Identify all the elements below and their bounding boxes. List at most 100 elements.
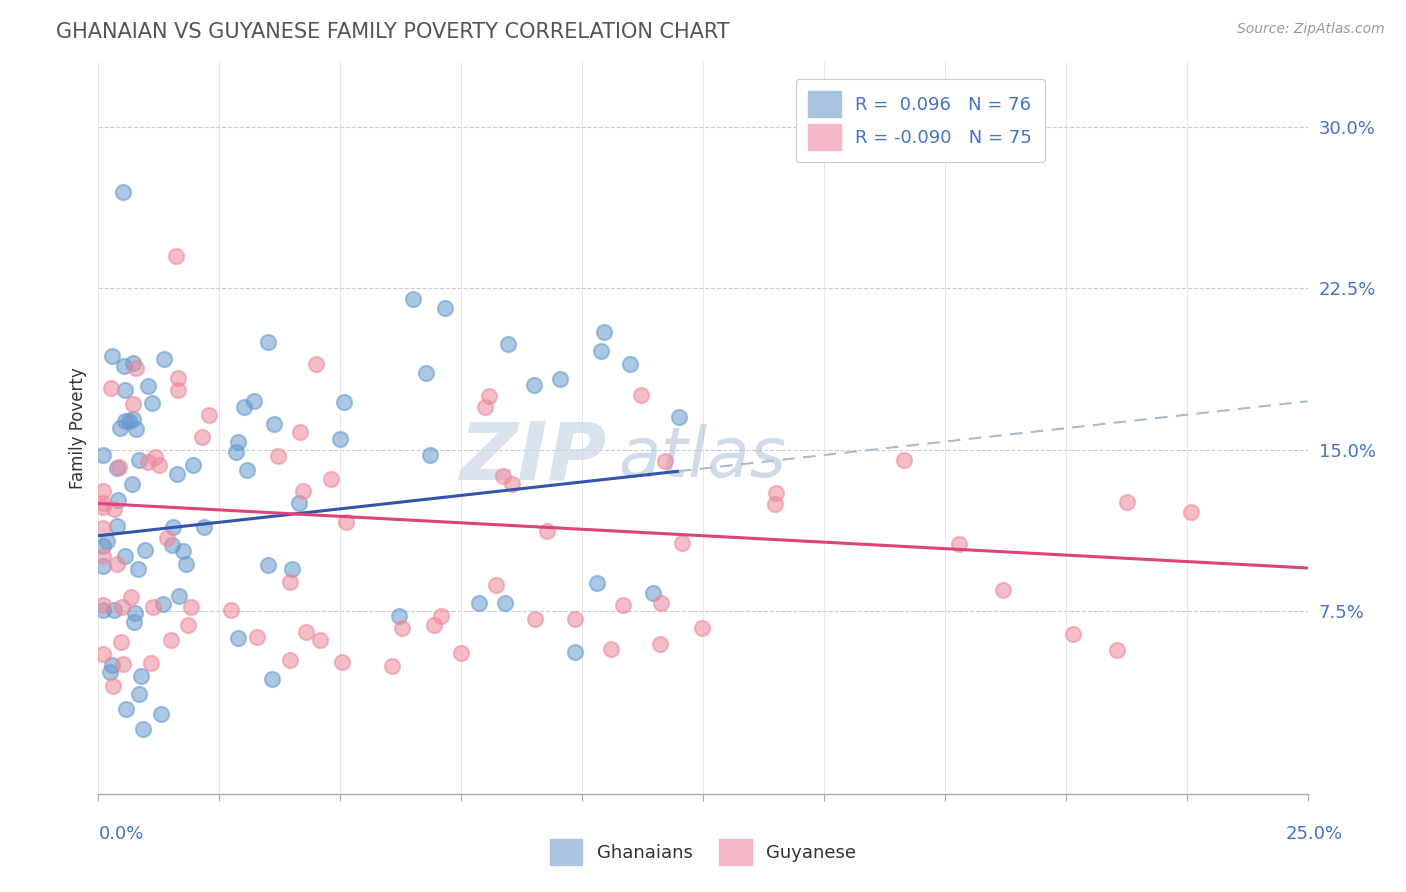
Point (246, 631, 269, 645)
Point (108, 459, 131, 474)
Point (232, 400, 254, 414)
Point (134, 543, 156, 558)
Point (91, 484, 114, 499)
Point (115, 702, 138, 716)
Point (630, 388, 652, 402)
Point (650, 596, 672, 610)
Point (100, 658, 122, 673)
Point (1107, 642, 1129, 657)
Point (166, 467, 188, 482)
Point (536, 524, 558, 538)
Point (110, 634, 132, 648)
Point (136, 378, 159, 392)
Point (278, 653, 301, 667)
Point (91, 540, 114, 554)
Point (278, 574, 301, 589)
Point (643, 585, 665, 599)
Point (103, 603, 125, 617)
Point (180, 599, 202, 614)
Point (430, 609, 453, 624)
Point (121, 476, 143, 491)
Point (128, 687, 150, 701)
Point (550, 372, 572, 386)
Point (381, 659, 404, 673)
Point (564, 645, 586, 659)
Point (91, 603, 114, 617)
Point (172, 544, 194, 558)
Point (423, 618, 446, 632)
Point (91, 598, 114, 612)
Text: 25.0%: 25.0% (1285, 825, 1343, 843)
Point (100, 380, 122, 394)
Point (91, 496, 114, 510)
Point (124, 606, 146, 620)
Point (434, 301, 457, 315)
Point (112, 359, 135, 373)
Point (242, 393, 264, 408)
Point (668, 410, 690, 425)
Point (650, 637, 672, 651)
Point (110, 421, 132, 435)
Point (496, 337, 519, 351)
Point (335, 515, 357, 529)
Point (1062, 626, 1084, 640)
Point (948, 537, 970, 551)
Point (191, 430, 214, 444)
Point (122, 356, 145, 370)
Point (388, 609, 411, 624)
Point (149, 706, 172, 721)
Point (142, 600, 165, 615)
Point (141, 656, 163, 670)
Point (112, 657, 135, 672)
Point (167, 371, 190, 385)
Point (193, 520, 215, 534)
Point (155, 532, 177, 546)
Point (765, 485, 787, 500)
Point (91, 500, 114, 514)
Point (153, 352, 176, 367)
Point (450, 647, 472, 661)
Point (262, 672, 284, 686)
Text: 0.0%: 0.0% (98, 825, 143, 843)
Point (330, 655, 353, 669)
Point (105, 519, 128, 533)
Point (564, 612, 586, 626)
Y-axis label: Family Poverty: Family Poverty (69, 368, 87, 489)
Point (474, 400, 496, 414)
Point (125, 361, 148, 376)
Point (167, 383, 190, 397)
Point (586, 575, 609, 590)
Point (305, 357, 328, 371)
Point (763, 497, 786, 511)
Text: ZIP: ZIP (458, 418, 606, 497)
Point (105, 461, 128, 475)
Point (131, 669, 153, 683)
Point (91, 558, 114, 573)
Point (132, 722, 155, 736)
Point (91, 648, 114, 662)
Legend: Ghanaians, Guyanese: Ghanaians, Guyanese (540, 830, 866, 874)
Point (484, 578, 506, 592)
Point (333, 394, 356, 409)
Point (111, 185, 134, 199)
Point (468, 596, 491, 610)
Point (197, 409, 219, 423)
Point (494, 596, 516, 610)
Point (419, 448, 441, 462)
Point (225, 444, 247, 458)
Text: GHANAIAN VS GUYANESE FAMILY POVERTY CORRELATION CHART: GHANAIAN VS GUYANESE FAMILY POVERTY CORR… (56, 22, 730, 42)
Point (492, 469, 515, 483)
Point (1180, 505, 1202, 519)
Point (523, 612, 546, 626)
Point (291, 483, 314, 498)
Point (391, 621, 413, 635)
Point (267, 450, 290, 464)
Point (415, 367, 437, 381)
Point (101, 679, 124, 693)
Point (478, 389, 501, 403)
Point (160, 632, 183, 647)
Point (160, 538, 183, 552)
Point (501, 477, 523, 491)
Point (118, 414, 141, 428)
Point (105, 557, 128, 571)
